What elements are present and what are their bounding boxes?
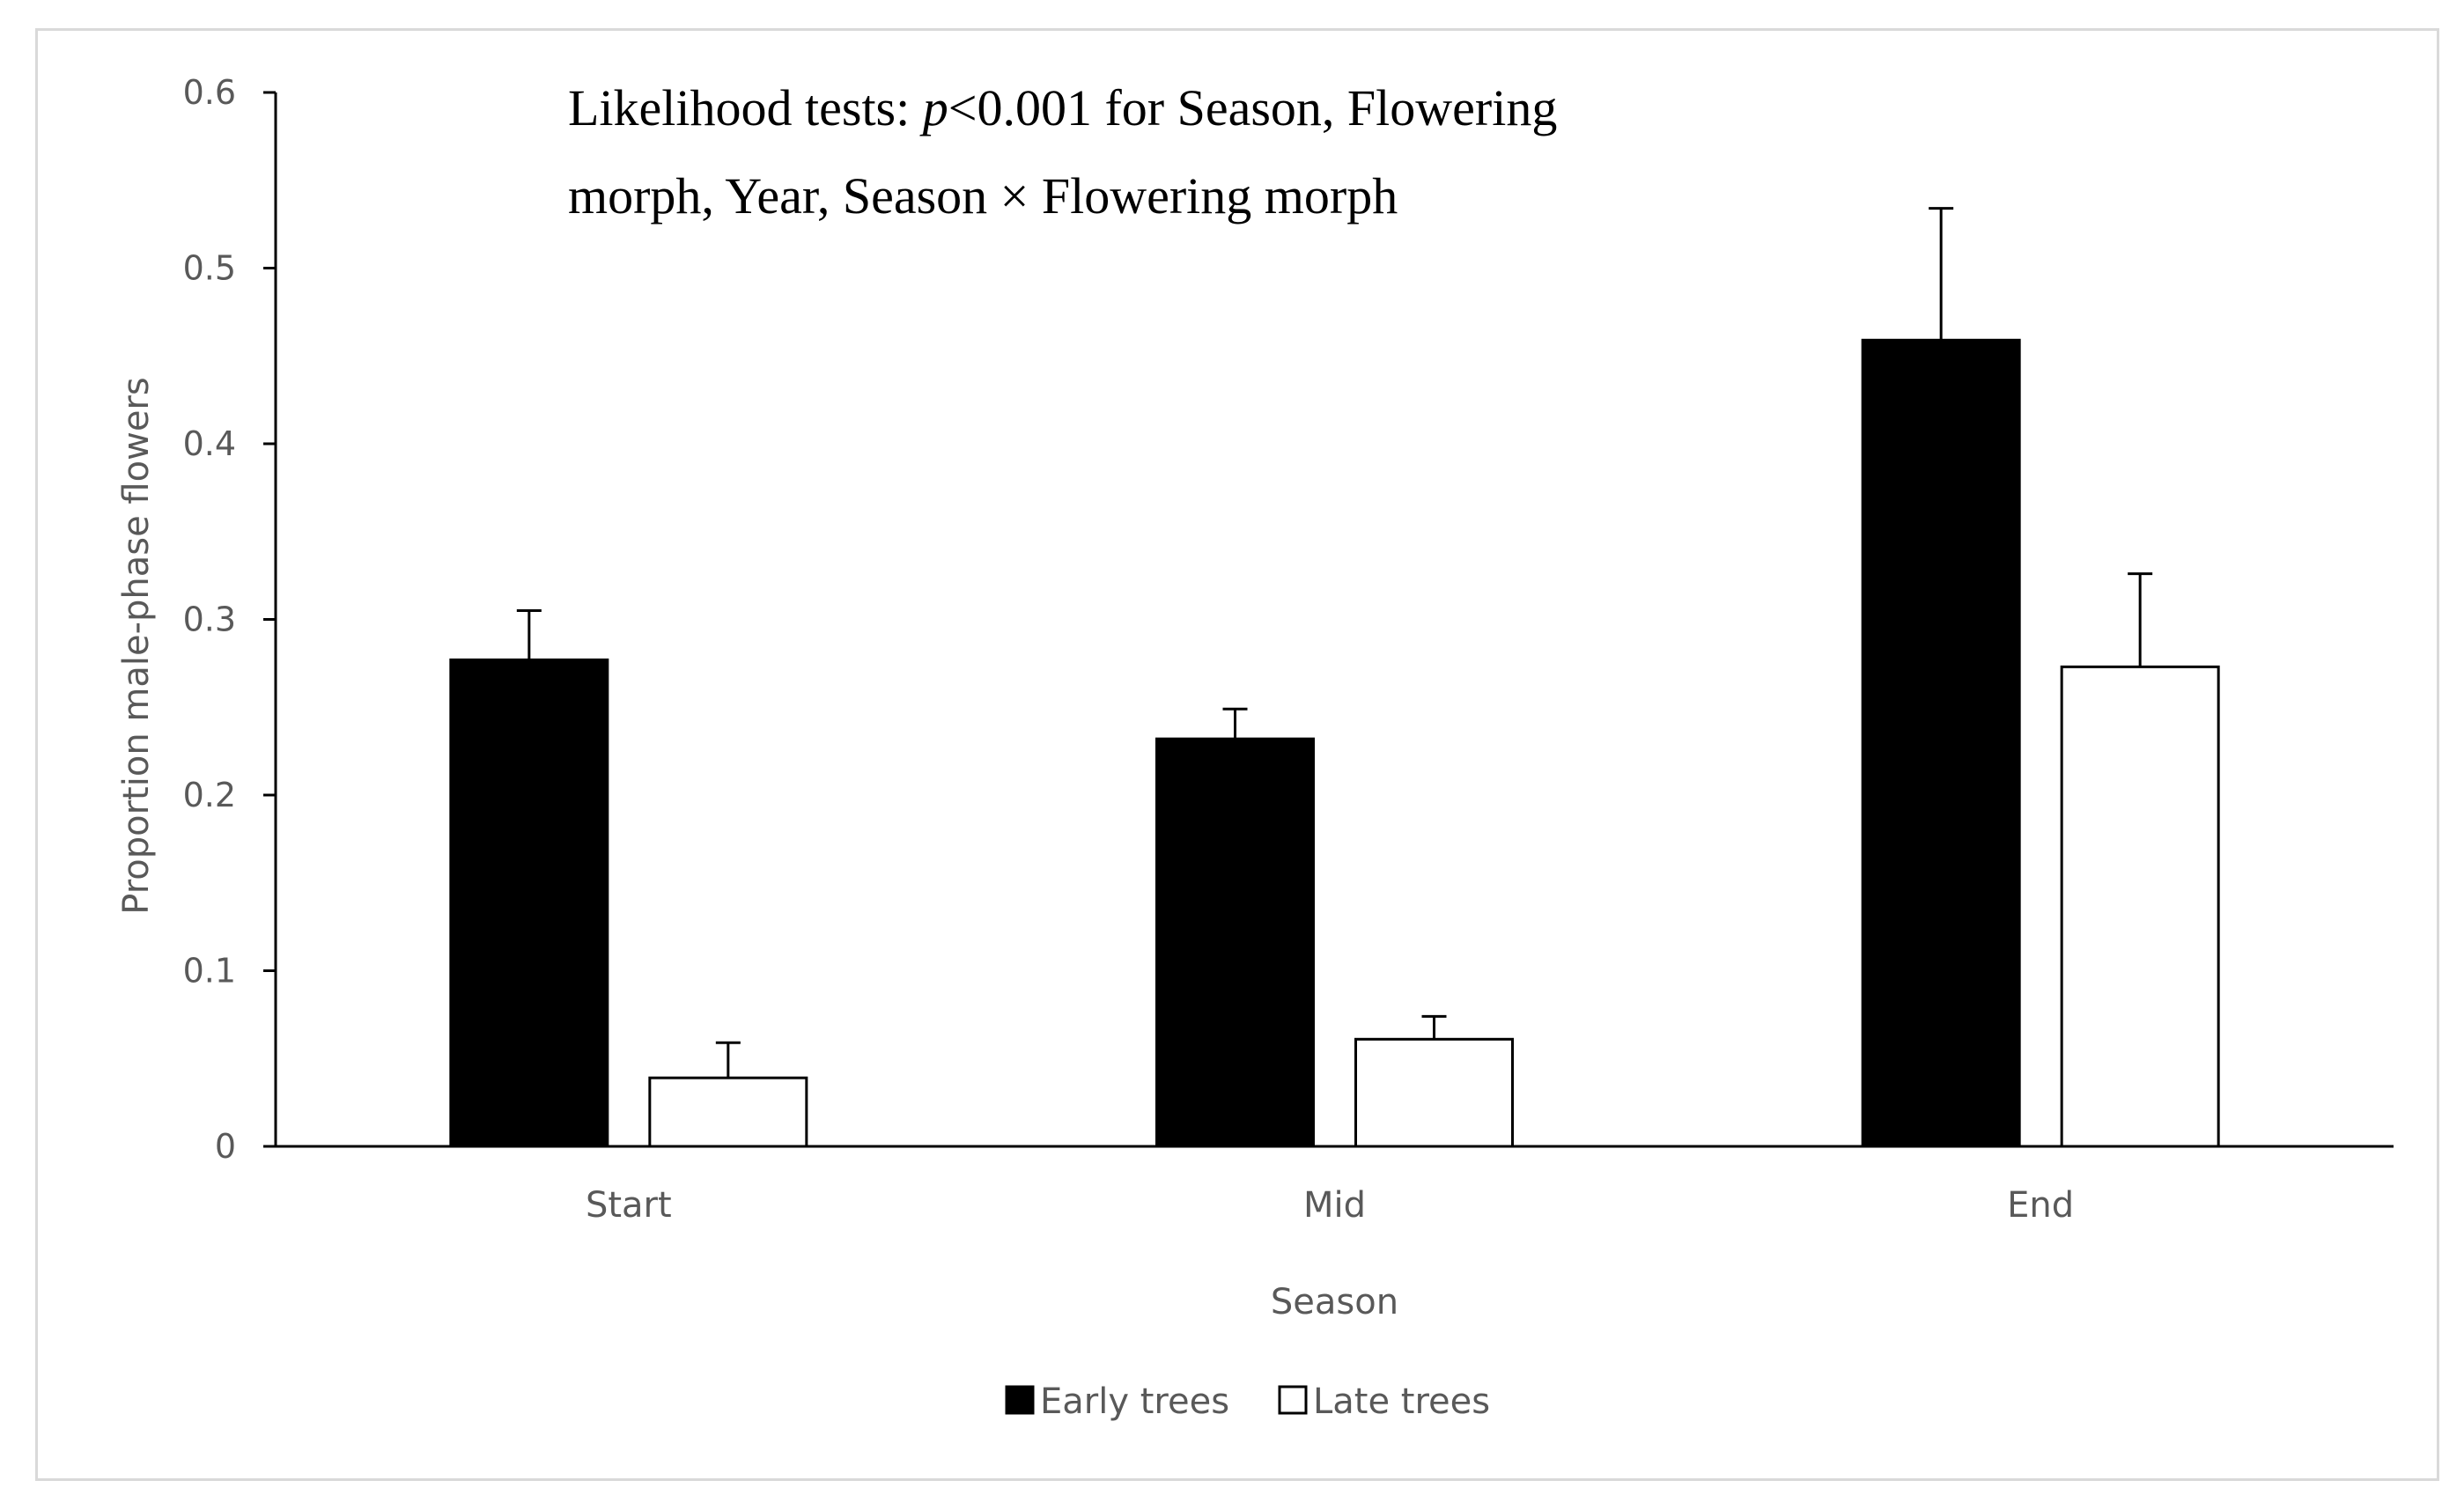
bar-late-trees-start [648, 1076, 808, 1148]
bar-chart: 0 0.1 0.2 0.3 0.4 0.5 0.6 Start Mid End Proporti… [116, 73, 2394, 1422]
x-axis-title: Season [1271, 1282, 1398, 1322]
bar-early-trees-end [1861, 338, 2021, 1148]
legend-swatch-late-trees [1278, 1385, 1308, 1415]
x-category-label: End [2007, 1185, 2074, 1226]
legend: Early trees Late trees [1005, 1381, 1490, 1422]
legend-label-early-trees: Early trees [1040, 1381, 1229, 1422]
bar-early-trees-start [449, 658, 609, 1148]
y-tick-label: 0 [215, 1127, 236, 1166]
y-ticks: 0 0.1 0.2 0.3 0.4 0.5 0.6 [183, 73, 276, 1166]
bar-early-trees-mid [1155, 737, 1315, 1148]
bars-layer [449, 207, 2220, 1148]
chart-frame: 0 0.1 0.2 0.3 0.4 0.5 0.6 Start Mid End Proporti… [35, 28, 2439, 1481]
legend-label-late-trees: Late trees [1313, 1381, 1490, 1422]
annotation-suffix: <0.001 for Season, Flowering [948, 79, 1558, 136]
y-tick-label: 0.5 [183, 249, 236, 288]
annotation-line-1: Likelihood tests: p<0.001 for Season, Fl… [568, 79, 1557, 136]
x-category-label: Start [586, 1185, 672, 1226]
y-tick-label: 0.1 [183, 952, 236, 991]
y-tick-label: 0.6 [183, 73, 236, 112]
x-category-label: Mid [1303, 1185, 1366, 1226]
y-tick-label: 0.3 [183, 600, 236, 639]
legend-swatch-early-trees [1005, 1385, 1035, 1415]
annotation-p-italic: p [919, 79, 948, 136]
annotation-prefix: Likelihood tests: [568, 79, 923, 136]
x-category-labels: Start Mid End [586, 1185, 2074, 1226]
bar-late-trees-mid [1354, 1037, 1514, 1148]
annotation-line-2: morph, Year, Season × Flowering morph [568, 167, 1398, 225]
bar-late-trees-end [2060, 665, 2220, 1148]
y-tick-label: 0.2 [183, 776, 236, 814]
y-tick-label: 0.4 [183, 424, 236, 463]
y-axis-title: Proportion male-phase flowers [116, 377, 157, 914]
